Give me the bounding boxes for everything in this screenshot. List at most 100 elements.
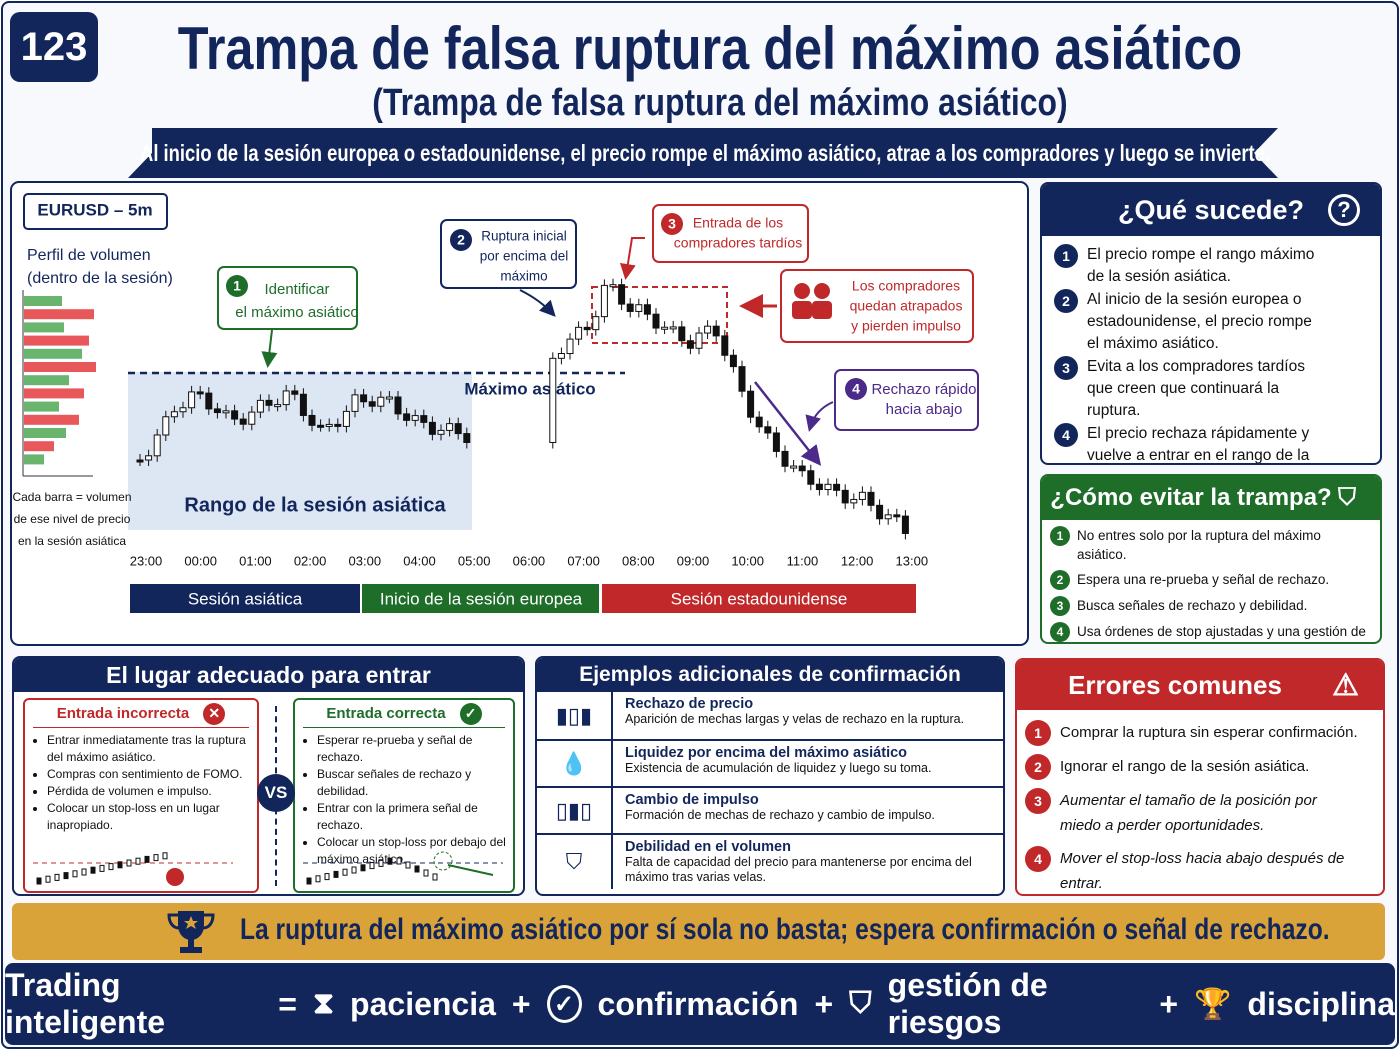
mini-candle bbox=[54, 873, 60, 881]
callout-circle bbox=[845, 378, 867, 400]
item: 4 Usa órdenes de stop ajustadas y una ges… bbox=[1050, 622, 1372, 642]
tip-bar: La ruptura del máximo asiático por sí so… bbox=[12, 903, 1385, 960]
example-text: Rechazo de precio Aparición de mechas lar… bbox=[613, 692, 993, 739]
time-label: 09:00 bbox=[677, 553, 710, 568]
callout-text: compradores tardíos bbox=[674, 235, 802, 251]
candle-body bbox=[824, 483, 832, 491]
candle-body bbox=[231, 410, 239, 420]
mini-candle bbox=[432, 873, 438, 881]
entry-item: Pérdida de volumen e impulso. bbox=[47, 783, 253, 800]
range-label: Rango de la sesión asiática bbox=[184, 494, 446, 516]
title-wrap: Trampa de falsa ruptura del máximo asiát… bbox=[100, 14, 1320, 84]
example-desc: Falta de capacidad del precio para mante… bbox=[625, 855, 972, 884]
example-text: Debilidad en el volumen Falta de capacida… bbox=[613, 835, 993, 889]
item: 1 No entres solo por la ruptura del máxim… bbox=[1050, 526, 1372, 564]
panel-title: ¿Qué sucede? bbox=[1117, 194, 1305, 225]
help-icon: ? bbox=[1328, 194, 1360, 226]
candle-body bbox=[463, 433, 471, 443]
entry-list: Entrar inmediatamente tras la ruptura de… bbox=[33, 732, 253, 834]
title: Trampa de falsa ruptura del máximo asiát… bbox=[177, 15, 1243, 82]
panel-header: ¿Cómo evitar la trampa? ⛉ bbox=[1042, 476, 1380, 520]
panel-header: ¿Qué sucede?? bbox=[1042, 184, 1380, 236]
example-desc: Existencia de acumulación de liquidez y … bbox=[625, 761, 932, 775]
item: 1 El precio rompe el rango máximo de la s… bbox=[1054, 244, 1370, 288]
panel-header: Errores comunes ⚠ bbox=[1017, 660, 1383, 710]
time-label: 10:00 bbox=[731, 553, 764, 568]
volume-bar bbox=[24, 322, 64, 333]
candle-body bbox=[755, 416, 763, 428]
mini-candle bbox=[162, 852, 168, 860]
item-text: Ignorar el rango de la sesión asiática. bbox=[1060, 758, 1310, 775]
mini-chart bbox=[33, 852, 233, 886]
session-label: Inicio de la sesión europea bbox=[380, 589, 583, 608]
example-desc: Formación de mechas de rechazo y cambio … bbox=[625, 808, 935, 822]
panel-header: Ejemplos adicionales de confirmación bbox=[537, 658, 1003, 692]
candle-body bbox=[850, 498, 858, 504]
entry-item: Colocar un stop-loss en un lugar inaprop… bbox=[47, 800, 253, 834]
candle-body bbox=[351, 394, 359, 412]
footer-plus: + bbox=[1159, 985, 1179, 1022]
footer-icon: ✓ bbox=[546, 985, 582, 1023]
mini-candle bbox=[45, 875, 51, 883]
item: 3 Evita a los compradores tardíos que cre… bbox=[1054, 356, 1370, 422]
candle-body bbox=[678, 326, 686, 342]
avoid-panel: ¿Cómo evitar la trampa? ⛉ 1 No entres solo … bbox=[1040, 474, 1382, 644]
panel-body: 1 No entres solo por la ruptura del máxim… bbox=[1042, 520, 1380, 642]
candle-body bbox=[317, 424, 325, 428]
footer-item: gestión de riesgos bbox=[887, 967, 1048, 1040]
candle-body bbox=[635, 304, 643, 312]
volume-bar bbox=[24, 454, 44, 465]
volume-bar bbox=[24, 428, 66, 438]
what-happens-panel: ¿Qué sucede?? 1 El precio rompe el rango m… bbox=[1040, 182, 1382, 465]
candle-body bbox=[368, 401, 376, 407]
callout-circle bbox=[450, 229, 472, 251]
callout-text: máximo bbox=[500, 269, 547, 284]
candle-body bbox=[308, 414, 316, 426]
item-text: Mover el stop-loss hacia abajo después d… bbox=[1060, 850, 1345, 892]
candle-body bbox=[205, 392, 213, 410]
mini-arrow bbox=[447, 864, 494, 876]
entry-box-header: Entrada incorrecta ✕ bbox=[33, 700, 249, 728]
entry-item: Buscar señales de rechazo y debilidad. bbox=[317, 766, 509, 800]
mini-candle bbox=[72, 870, 78, 878]
example-desc: Aparición de mechas largas y velas de re… bbox=[625, 712, 965, 726]
volume-bar bbox=[24, 414, 79, 425]
panel-title: Errores comunes bbox=[1068, 669, 1282, 700]
volume-bar bbox=[24, 362, 96, 372]
tip: La ruptura del máximo asiático por sí so… bbox=[240, 913, 1330, 946]
candle-body bbox=[884, 514, 892, 520]
mini-x bbox=[166, 868, 184, 886]
candle-body bbox=[385, 396, 393, 400]
entry-list: Esperar re-prueba y señal de rechazo.Bus… bbox=[303, 732, 509, 868]
warning-icon: ⚠ bbox=[1332, 668, 1359, 702]
candle-body bbox=[686, 340, 694, 349]
volume-bar bbox=[24, 335, 89, 346]
mini-candle bbox=[108, 863, 114, 871]
callout-number: 3 bbox=[668, 216, 676, 232]
candle-body bbox=[721, 335, 729, 356]
volume-bar bbox=[24, 375, 69, 386]
mini-candle bbox=[90, 866, 96, 874]
candle-body bbox=[772, 432, 780, 452]
candle-body bbox=[833, 483, 841, 491]
entry-item: Compras con sentimiento de FOMO. bbox=[47, 766, 253, 783]
time-label: 01:00 bbox=[239, 553, 272, 568]
example-icon: ▯▮▯ bbox=[537, 788, 613, 833]
candle-body bbox=[867, 491, 875, 506]
candle-body bbox=[618, 284, 626, 305]
mini-candle bbox=[144, 855, 150, 863]
volume-title: (dentro de la sesión) bbox=[27, 270, 173, 287]
item-text: Aumentar el tamaño de la posición por mi… bbox=[1060, 792, 1317, 834]
symbol: EURUSD – 5m bbox=[37, 200, 152, 219]
callout-number: 2 bbox=[457, 232, 465, 248]
candle-body bbox=[291, 390, 299, 395]
candle-body bbox=[704, 325, 712, 334]
candle-body bbox=[454, 423, 462, 435]
footer-plus: + bbox=[814, 985, 834, 1022]
mini-candle bbox=[126, 859, 132, 867]
candle-body bbox=[299, 393, 307, 416]
banner-wrap: Al inicio de la sesión europea o estadou… bbox=[128, 138, 1282, 172]
trapped-text: y pierden impulso bbox=[851, 318, 961, 334]
mini-candle bbox=[63, 872, 69, 880]
time-label: 05:00 bbox=[458, 553, 491, 568]
